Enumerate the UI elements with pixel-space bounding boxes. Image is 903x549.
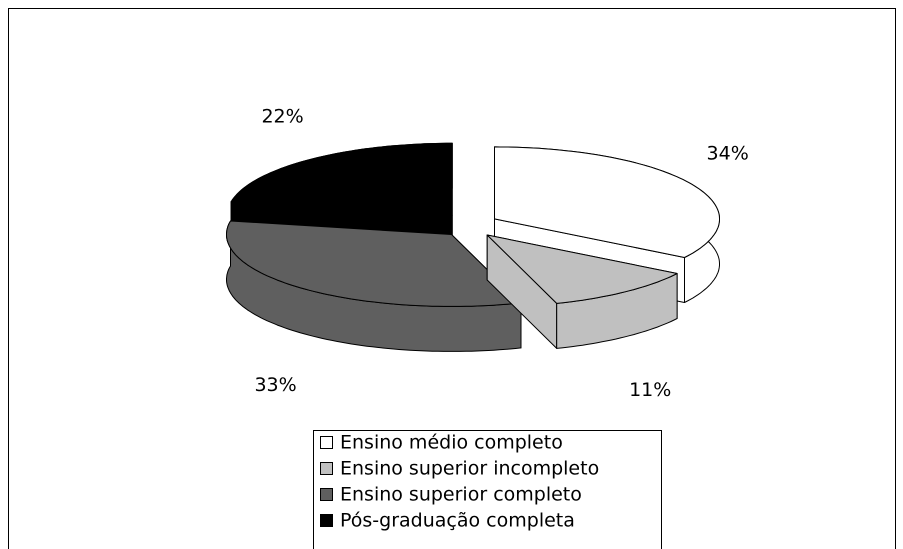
legend-swatch — [320, 436, 333, 449]
data-label: 11% — [629, 379, 671, 401]
slice-top — [226, 220, 522, 307]
data-label: 22% — [261, 106, 303, 128]
data-label: 33% — [254, 374, 296, 396]
legend — [313, 430, 662, 549]
legend-label: Ensino superior completo — [340, 484, 582, 506]
legend-swatch — [320, 488, 333, 501]
slice-top — [486, 234, 678, 304]
legend-label: Pós-graduação completa — [340, 510, 575, 532]
slice — [486, 234, 678, 349]
legend-swatch — [320, 462, 333, 475]
legend-label: Ensino superior incompleto — [340, 458, 599, 480]
slice — [226, 220, 522, 352]
slice-top — [494, 146, 720, 258]
data-label: 34% — [707, 142, 749, 164]
pie — [226, 142, 720, 352]
slice-top — [230, 142, 453, 216]
legend-entries: Ensino médio completo Ensino superior inc… — [320, 432, 599, 532]
legend-label: Ensino médio completo — [340, 432, 563, 454]
legend-swatch — [320, 514, 333, 527]
